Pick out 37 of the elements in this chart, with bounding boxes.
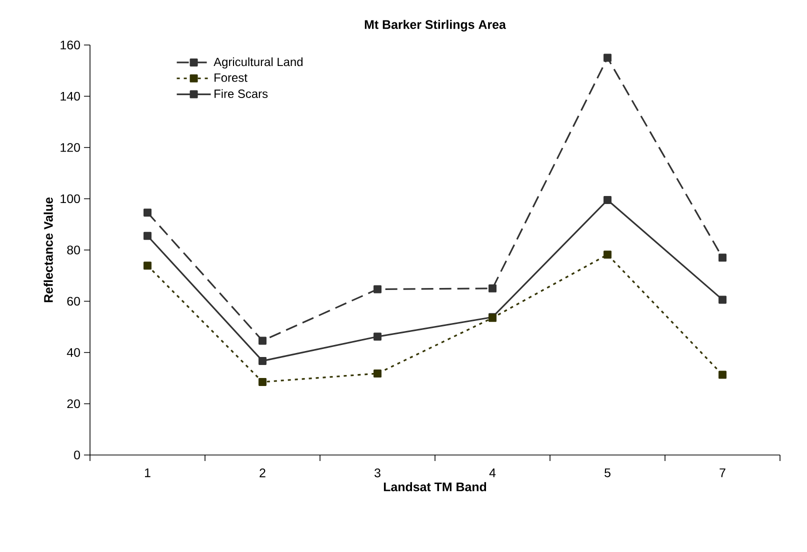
point <box>258 336 267 345</box>
chart-title: Mt Barker Stirlings Area <box>364 20 506 32</box>
y-tick-label: 80 <box>67 246 80 254</box>
point <box>144 208 152 217</box>
legend-label: Agricultural Land <box>214 57 302 69</box>
x-tick-label: 3 <box>374 468 380 478</box>
point <box>718 254 727 262</box>
point <box>374 369 382 378</box>
point <box>258 356 267 365</box>
y-tick-label: 60 <box>67 296 80 306</box>
x-tick-label: 5 <box>604 468 610 478</box>
point <box>718 370 727 379</box>
point <box>604 250 612 259</box>
point <box>374 332 382 341</box>
point <box>258 378 267 386</box>
y-axis-title: Reflectance Value <box>44 197 53 302</box>
point <box>144 262 152 270</box>
legend-label: Forest <box>214 74 248 82</box>
point <box>604 196 612 204</box>
legend-label: Fire Scars <box>214 89 268 98</box>
point <box>488 284 497 292</box>
y-tick-label: 20 <box>67 399 80 408</box>
point <box>718 296 727 304</box>
y-tick-label: 100 <box>60 194 80 204</box>
y-tick-label: 140 <box>60 92 80 101</box>
point <box>604 54 612 62</box>
x-tick-label: 4 <box>489 468 496 478</box>
point <box>374 285 382 294</box>
y-tick-label: 0 <box>74 450 80 460</box>
x-tick-label: 2 <box>260 468 266 478</box>
y-tick-label: 160 <box>60 40 80 50</box>
point <box>144 232 152 240</box>
x-axis-title: Landsat TM Band <box>384 482 486 492</box>
y-tick-label: 120 <box>60 143 80 152</box>
x-tick-label: 1 <box>145 468 150 478</box>
x-tick-label: 7 <box>720 468 726 478</box>
y-tick-label: 40 <box>66 348 80 357</box>
